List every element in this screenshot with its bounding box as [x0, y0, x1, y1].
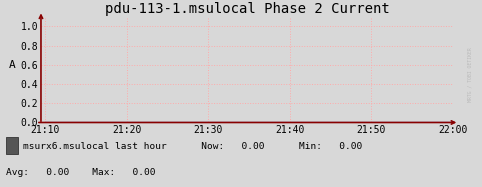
Text: MRTG / TOBI OETIKER: MRTG / TOBI OETIKER: [468, 47, 472, 102]
Text: msurx6.msulocal last hour      Now:   0.00      Min:   0.00: msurx6.msulocal last hour Now: 0.00 Min:…: [23, 142, 362, 151]
Title: pdu-113-1.msulocal Phase 2 Current: pdu-113-1.msulocal Phase 2 Current: [105, 2, 389, 16]
Text: Avg:   0.00    Max:   0.00: Avg: 0.00 Max: 0.00: [6, 168, 155, 177]
Y-axis label: A: A: [9, 60, 15, 70]
